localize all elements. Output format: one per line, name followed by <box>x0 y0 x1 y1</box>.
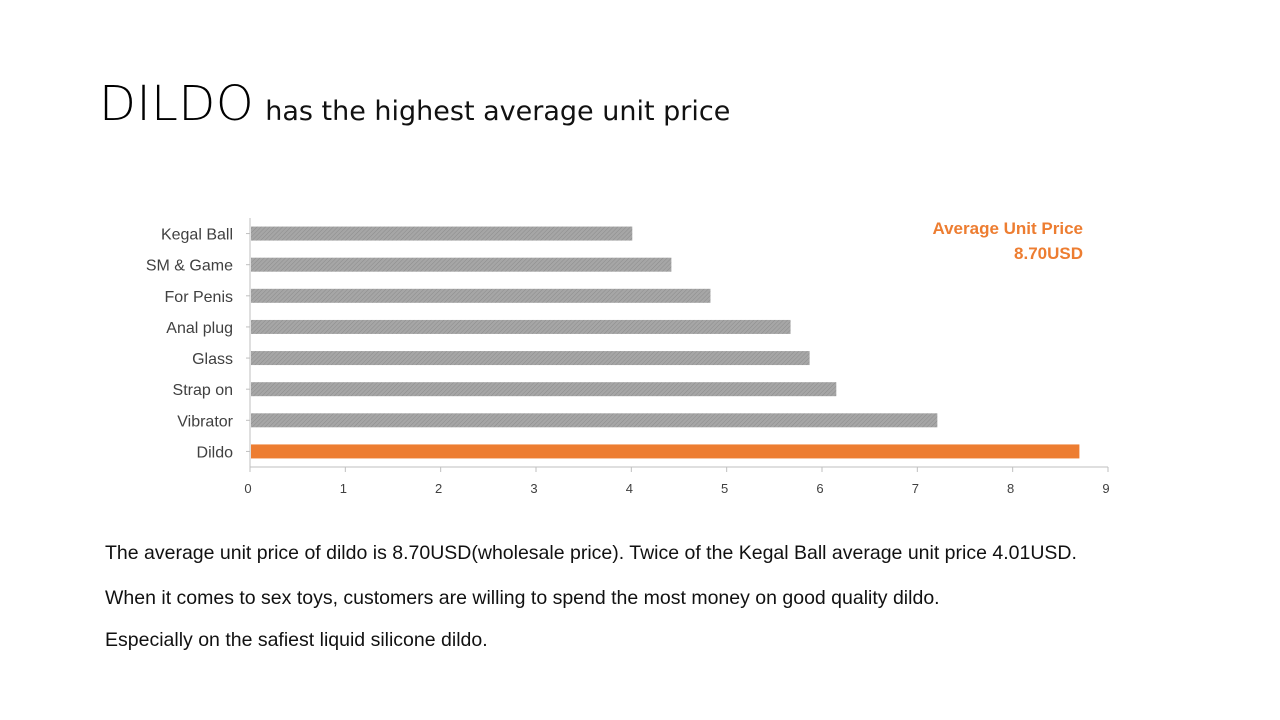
bar <box>251 382 837 397</box>
callout-value: 8.70USD <box>1014 244 1083 263</box>
category-label: SM & Game <box>146 258 233 275</box>
x-tick-label: 1 <box>340 481 347 496</box>
callout-label: Average Unit Price <box>932 219 1083 238</box>
title-subtitle: has the highest average unit price <box>265 96 731 127</box>
page-title: DILDO has the highest average unit price <box>99 76 730 132</box>
paragraph-3: Especially on the safiest liquid silicon… <box>105 629 488 651</box>
category-label: Strap on <box>173 382 233 399</box>
bar <box>251 413 938 428</box>
paragraph-2: When it comes to sex toys, customers are… <box>105 587 940 609</box>
category-label: Kegal Ball <box>161 227 233 244</box>
x-tick-label: 0 <box>244 481 251 496</box>
x-tick-label: 5 <box>721 481 728 496</box>
bar <box>251 226 633 241</box>
category-label: Anal plug <box>166 320 233 337</box>
x-tick-label: 2 <box>435 481 442 496</box>
bar <box>251 257 672 272</box>
bar-highlight <box>251 444 1080 459</box>
bar <box>251 319 791 334</box>
category-label: Vibrator <box>177 413 233 430</box>
x-tick-label: 7 <box>912 481 919 496</box>
category-label: For Penis <box>165 289 233 306</box>
average-price-callout: Average Unit Price 8.70USD <box>932 216 1083 266</box>
bar-chart: 0 1 2 3 4 5 6 7 8 9 Kegal Ball SM & Game For Penis An… <box>146 218 1110 496</box>
x-tick-label: 9 <box>1102 481 1109 496</box>
paragraph-1: The average unit price of dildo is 8.70U… <box>105 542 1077 564</box>
x-tick-label: 6 <box>816 481 823 496</box>
title-main: DILDO <box>99 76 255 132</box>
x-tick-label: 4 <box>626 481 633 496</box>
bar <box>251 288 711 303</box>
x-tick-label: 8 <box>1007 481 1014 496</box>
category-label: Dildo <box>197 444 234 461</box>
bar <box>251 351 810 366</box>
x-tick-label: 3 <box>530 481 537 496</box>
category-label: Glass <box>192 351 233 368</box>
